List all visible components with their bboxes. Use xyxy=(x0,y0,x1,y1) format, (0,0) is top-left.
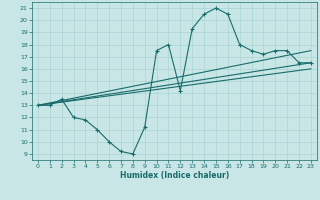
X-axis label: Humidex (Indice chaleur): Humidex (Indice chaleur) xyxy=(120,171,229,180)
